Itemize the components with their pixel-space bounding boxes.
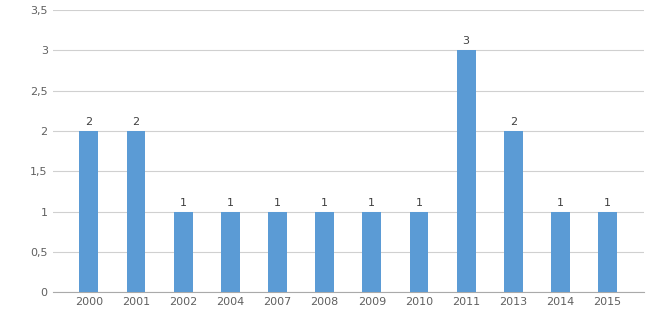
Text: 3: 3	[463, 36, 470, 46]
Text: 1: 1	[227, 198, 234, 208]
Text: 2: 2	[510, 117, 517, 127]
Bar	[363, 211, 381, 292]
Bar	[598, 211, 617, 292]
Bar	[409, 211, 428, 292]
Bar	[79, 131, 99, 292]
Text: 1: 1	[415, 198, 422, 208]
Text: 1: 1	[321, 198, 328, 208]
Text: 1: 1	[604, 198, 611, 208]
Text: 1: 1	[179, 198, 187, 208]
Text: 2: 2	[133, 117, 139, 127]
Bar	[268, 211, 287, 292]
Text: 2: 2	[85, 117, 93, 127]
Text: 1: 1	[274, 198, 281, 208]
Bar	[551, 211, 570, 292]
Bar	[315, 211, 334, 292]
Bar	[457, 50, 476, 292]
Text: 1: 1	[369, 198, 375, 208]
Bar	[221, 211, 240, 292]
Bar	[173, 211, 193, 292]
Bar	[504, 131, 523, 292]
Bar	[127, 131, 145, 292]
Text: 1: 1	[557, 198, 564, 208]
